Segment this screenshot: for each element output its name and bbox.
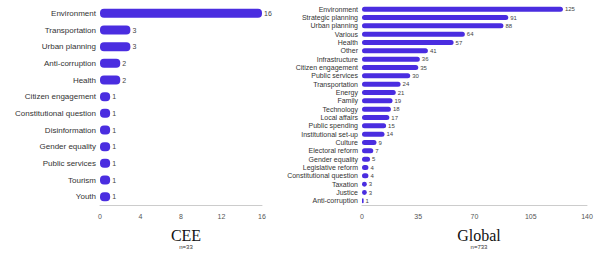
- svg-text:Anti-corruption: Anti-corruption: [44, 59, 96, 68]
- svg-text:Disinformation: Disinformation: [45, 126, 96, 135]
- svg-text:57: 57: [456, 40, 463, 46]
- svg-text:1: 1: [112, 177, 116, 184]
- svg-text:3: 3: [132, 43, 136, 50]
- svg-text:15: 15: [388, 123, 395, 129]
- svg-text:36: 36: [422, 56, 429, 62]
- svg-text:Justice: Justice: [336, 189, 358, 196]
- svg-text:Strategic planning: Strategic planning: [302, 14, 358, 22]
- svg-text:Electoral reform: Electoral reform: [309, 147, 359, 154]
- svg-text:Family: Family: [337, 97, 358, 105]
- svg-text:Urban planning: Urban planning: [311, 22, 359, 30]
- svg-text:140: 140: [581, 213, 593, 220]
- svg-text:Transportation: Transportation: [45, 26, 96, 35]
- svg-text:0: 0: [98, 213, 102, 220]
- svg-text:125: 125: [565, 6, 576, 12]
- svg-text:Urban planning: Urban planning: [42, 42, 96, 51]
- svg-text:Technology: Technology: [323, 106, 359, 114]
- svg-text:Infrastructure: Infrastructure: [317, 56, 358, 63]
- svg-text:1: 1: [112, 193, 116, 200]
- svg-text:30: 30: [412, 73, 419, 79]
- svg-text:17: 17: [391, 115, 398, 121]
- svg-text:Local affairs: Local affairs: [320, 114, 358, 121]
- svg-text:1: 1: [112, 93, 116, 100]
- svg-text:3: 3: [132, 27, 136, 34]
- svg-text:Citizen engagement: Citizen engagement: [296, 64, 358, 72]
- svg-text:1: 1: [366, 198, 370, 204]
- svg-text:35: 35: [414, 213, 422, 220]
- svg-text:8: 8: [179, 213, 183, 220]
- svg-text:Public services: Public services: [43, 159, 96, 168]
- svg-text:4: 4: [370, 165, 374, 171]
- svg-text:24: 24: [403, 81, 410, 87]
- svg-text:3: 3: [369, 190, 373, 196]
- svg-text:3: 3: [369, 181, 373, 187]
- svg-text:Health: Health: [338, 39, 358, 46]
- svg-text:Public services: Public services: [311, 72, 358, 79]
- svg-text:Anti-corruption: Anti-corruption: [312, 197, 358, 205]
- svg-text:Tourism: Tourism: [68, 176, 96, 185]
- svg-text:Global: Global: [457, 227, 501, 244]
- svg-text:Youth: Youth: [76, 192, 96, 201]
- svg-text:16: 16: [258, 213, 266, 220]
- svg-text:12: 12: [218, 213, 226, 220]
- svg-text:91: 91: [510, 15, 517, 21]
- svg-text:4: 4: [370, 173, 374, 179]
- svg-text:Citizen engagement: Citizen engagement: [25, 92, 97, 101]
- svg-text:Environment: Environment: [51, 9, 97, 18]
- svg-text:Legislative reform: Legislative reform: [303, 164, 358, 172]
- svg-text:14: 14: [387, 131, 394, 137]
- svg-text:9: 9: [378, 140, 382, 146]
- svg-text:2: 2: [122, 77, 126, 84]
- svg-text:Various: Various: [335, 31, 359, 38]
- svg-text:Taxation: Taxation: [332, 181, 358, 188]
- svg-text:CEE: CEE: [171, 227, 201, 244]
- svg-text:Energy: Energy: [336, 89, 359, 97]
- svg-text:1: 1: [112, 143, 116, 150]
- svg-text:88: 88: [505, 23, 512, 29]
- svg-text:105: 105: [525, 213, 537, 220]
- svg-text:1: 1: [112, 110, 116, 117]
- svg-text:Environment: Environment: [319, 6, 358, 13]
- svg-text:18: 18: [393, 106, 400, 112]
- svg-text:0: 0: [360, 213, 364, 220]
- svg-text:4: 4: [139, 213, 143, 220]
- svg-text:Culture: Culture: [335, 139, 358, 146]
- svg-text:19: 19: [395, 98, 402, 104]
- svg-text:7: 7: [375, 148, 379, 154]
- svg-text:Constitutional question: Constitutional question: [15, 109, 96, 118]
- svg-text:n=33: n=33: [179, 244, 193, 250]
- svg-text:2: 2: [122, 60, 126, 67]
- svg-text:Gender equality: Gender equality: [309, 156, 359, 164]
- svg-text:5: 5: [372, 156, 376, 162]
- svg-text:n=733: n=733: [471, 244, 489, 250]
- svg-text:Transportation: Transportation: [313, 81, 358, 89]
- svg-text:1: 1: [112, 127, 116, 134]
- svg-text:16: 16: [264, 10, 272, 17]
- svg-text:Gender equality: Gender equality: [40, 142, 96, 151]
- svg-text:70: 70: [471, 213, 479, 220]
- svg-text:41: 41: [430, 48, 437, 54]
- svg-text:Health: Health: [73, 76, 96, 85]
- svg-text:64: 64: [467, 31, 474, 37]
- svg-text:1: 1: [112, 160, 116, 167]
- svg-text:21: 21: [398, 90, 405, 96]
- svg-text:Other: Other: [340, 47, 358, 54]
- svg-text:35: 35: [420, 65, 427, 71]
- svg-text:Constitutional question: Constitutional question: [287, 172, 358, 180]
- svg-text:Institutional set-up: Institutional set-up: [301, 131, 358, 139]
- svg-text:Public spending: Public spending: [309, 122, 359, 130]
